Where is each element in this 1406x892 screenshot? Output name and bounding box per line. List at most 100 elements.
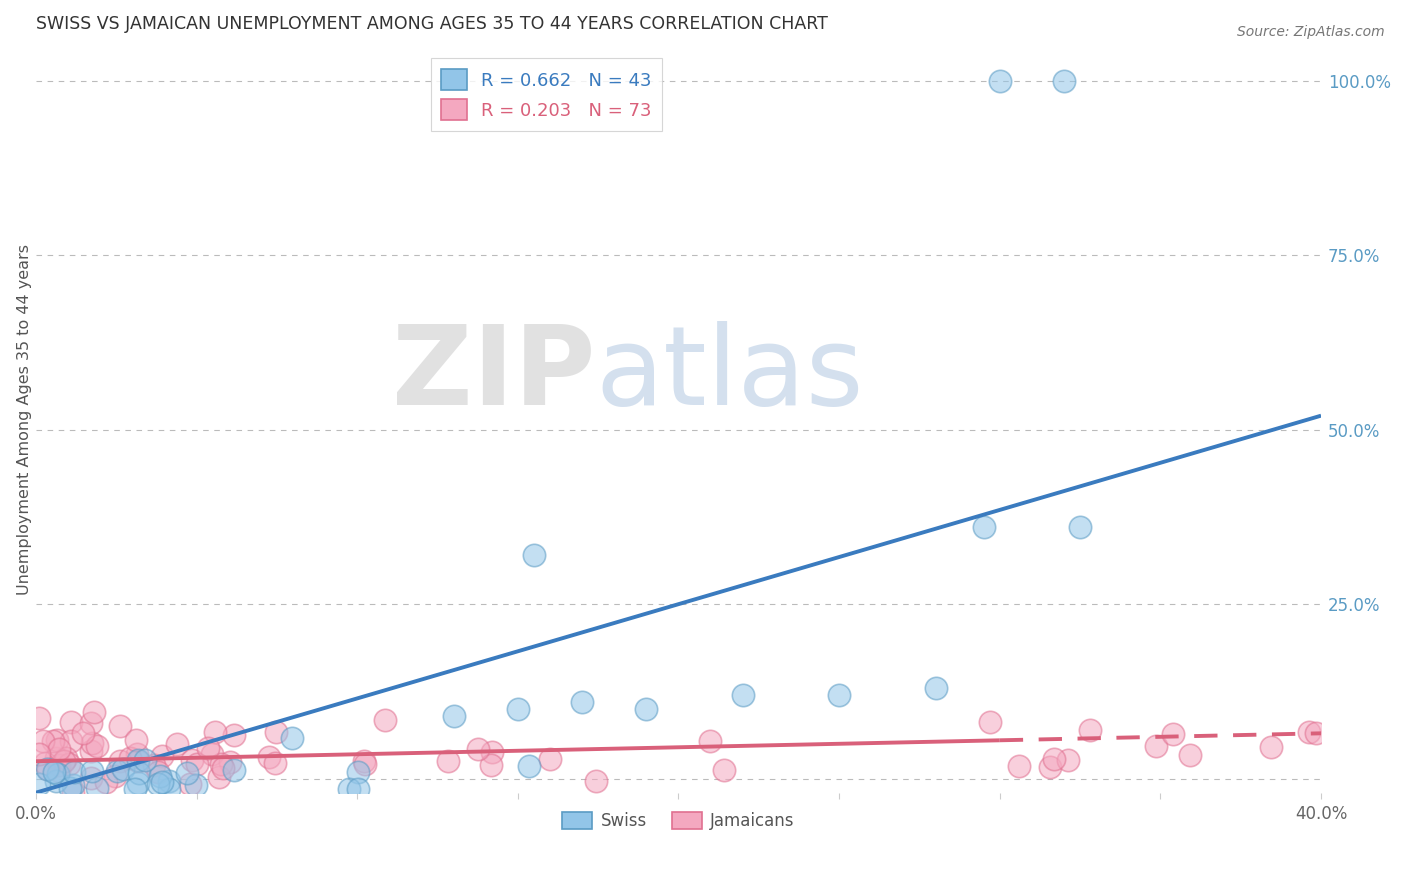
Point bbox=[636, 702, 658, 716]
Point bbox=[157, 782, 180, 797]
Point bbox=[1161, 727, 1184, 741]
Point bbox=[46, 766, 69, 780]
Point bbox=[479, 757, 502, 772]
Point bbox=[124, 733, 146, 747]
Point bbox=[222, 728, 245, 742]
Point bbox=[80, 771, 103, 785]
Point bbox=[59, 715, 82, 730]
Point bbox=[699, 734, 721, 748]
Point bbox=[142, 758, 165, 772]
Point bbox=[212, 761, 235, 775]
Point bbox=[42, 765, 65, 780]
Point bbox=[112, 762, 135, 776]
Point bbox=[35, 762, 58, 776]
Point bbox=[979, 714, 1001, 729]
Point bbox=[1078, 723, 1101, 737]
Point bbox=[86, 739, 108, 753]
Point bbox=[148, 765, 170, 780]
Legend: Swiss, Jamaicans: Swiss, Jamaicans bbox=[555, 805, 801, 837]
Point bbox=[72, 726, 94, 740]
Point bbox=[259, 750, 281, 764]
Point bbox=[62, 786, 84, 800]
Point bbox=[80, 715, 103, 730]
Point bbox=[1305, 726, 1327, 740]
Point bbox=[32, 734, 55, 748]
Point bbox=[713, 764, 735, 778]
Point bbox=[973, 520, 995, 534]
Point bbox=[146, 777, 169, 791]
Point bbox=[571, 695, 593, 709]
Point bbox=[127, 753, 149, 767]
Point bbox=[37, 762, 59, 776]
Point bbox=[209, 757, 232, 772]
Point bbox=[1053, 73, 1076, 87]
Point bbox=[48, 764, 70, 779]
Point bbox=[108, 719, 131, 733]
Point bbox=[176, 765, 198, 780]
Point bbox=[128, 765, 150, 780]
Point bbox=[48, 758, 70, 772]
Point bbox=[59, 781, 82, 796]
Point bbox=[62, 779, 84, 793]
Point bbox=[59, 734, 82, 748]
Point bbox=[467, 742, 489, 756]
Point bbox=[52, 754, 75, 768]
Point bbox=[42, 734, 65, 748]
Point bbox=[197, 741, 219, 756]
Point bbox=[523, 549, 546, 563]
Point bbox=[1178, 747, 1201, 762]
Point bbox=[988, 73, 1011, 87]
Point bbox=[186, 757, 208, 772]
Point bbox=[346, 764, 368, 779]
Point bbox=[219, 755, 242, 769]
Point bbox=[134, 753, 156, 767]
Text: SWISS VS JAMAICAN UNEMPLOYMENT AMONG AGES 35 TO 44 YEARS CORRELATION CHART: SWISS VS JAMAICAN UNEMPLOYMENT AMONG AGE… bbox=[37, 15, 828, 33]
Point bbox=[179, 777, 201, 791]
Point bbox=[437, 754, 460, 768]
Point bbox=[55, 751, 77, 765]
Point bbox=[538, 752, 561, 766]
Point bbox=[48, 742, 70, 756]
Point bbox=[828, 688, 851, 702]
Point bbox=[266, 725, 288, 739]
Point bbox=[208, 770, 231, 784]
Point bbox=[184, 778, 207, 792]
Point bbox=[443, 709, 465, 723]
Point bbox=[166, 737, 188, 751]
Point bbox=[127, 776, 149, 790]
Point bbox=[224, 763, 246, 777]
Point bbox=[353, 754, 375, 768]
Point bbox=[63, 764, 86, 779]
Point bbox=[1298, 725, 1320, 739]
Point bbox=[1260, 740, 1282, 755]
Point bbox=[80, 744, 103, 758]
Point bbox=[263, 756, 285, 770]
Point bbox=[924, 681, 946, 695]
Text: atlas: atlas bbox=[595, 321, 863, 428]
Point bbox=[585, 774, 607, 789]
Text: Source: ZipAtlas.com: Source: ZipAtlas.com bbox=[1237, 25, 1385, 39]
Point bbox=[28, 711, 51, 725]
Point bbox=[1038, 760, 1060, 774]
Point bbox=[45, 751, 67, 765]
Point bbox=[517, 759, 540, 773]
Point bbox=[118, 750, 141, 764]
Point bbox=[45, 733, 67, 747]
Point bbox=[110, 754, 132, 768]
Y-axis label: Unemployment Among Ages 35 to 44 years: Unemployment Among Ages 35 to 44 years bbox=[17, 244, 32, 595]
Point bbox=[80, 764, 103, 778]
Point bbox=[127, 754, 149, 768]
Point bbox=[94, 775, 117, 789]
Point bbox=[124, 782, 146, 797]
Point bbox=[82, 736, 104, 750]
Point bbox=[337, 782, 360, 797]
Point bbox=[34, 756, 56, 771]
Point bbox=[1056, 753, 1078, 767]
Point bbox=[506, 702, 529, 716]
Point bbox=[204, 725, 226, 739]
Point bbox=[374, 713, 396, 727]
Point bbox=[481, 745, 503, 759]
Point bbox=[157, 774, 180, 789]
Point bbox=[28, 777, 51, 791]
Point bbox=[731, 688, 754, 702]
